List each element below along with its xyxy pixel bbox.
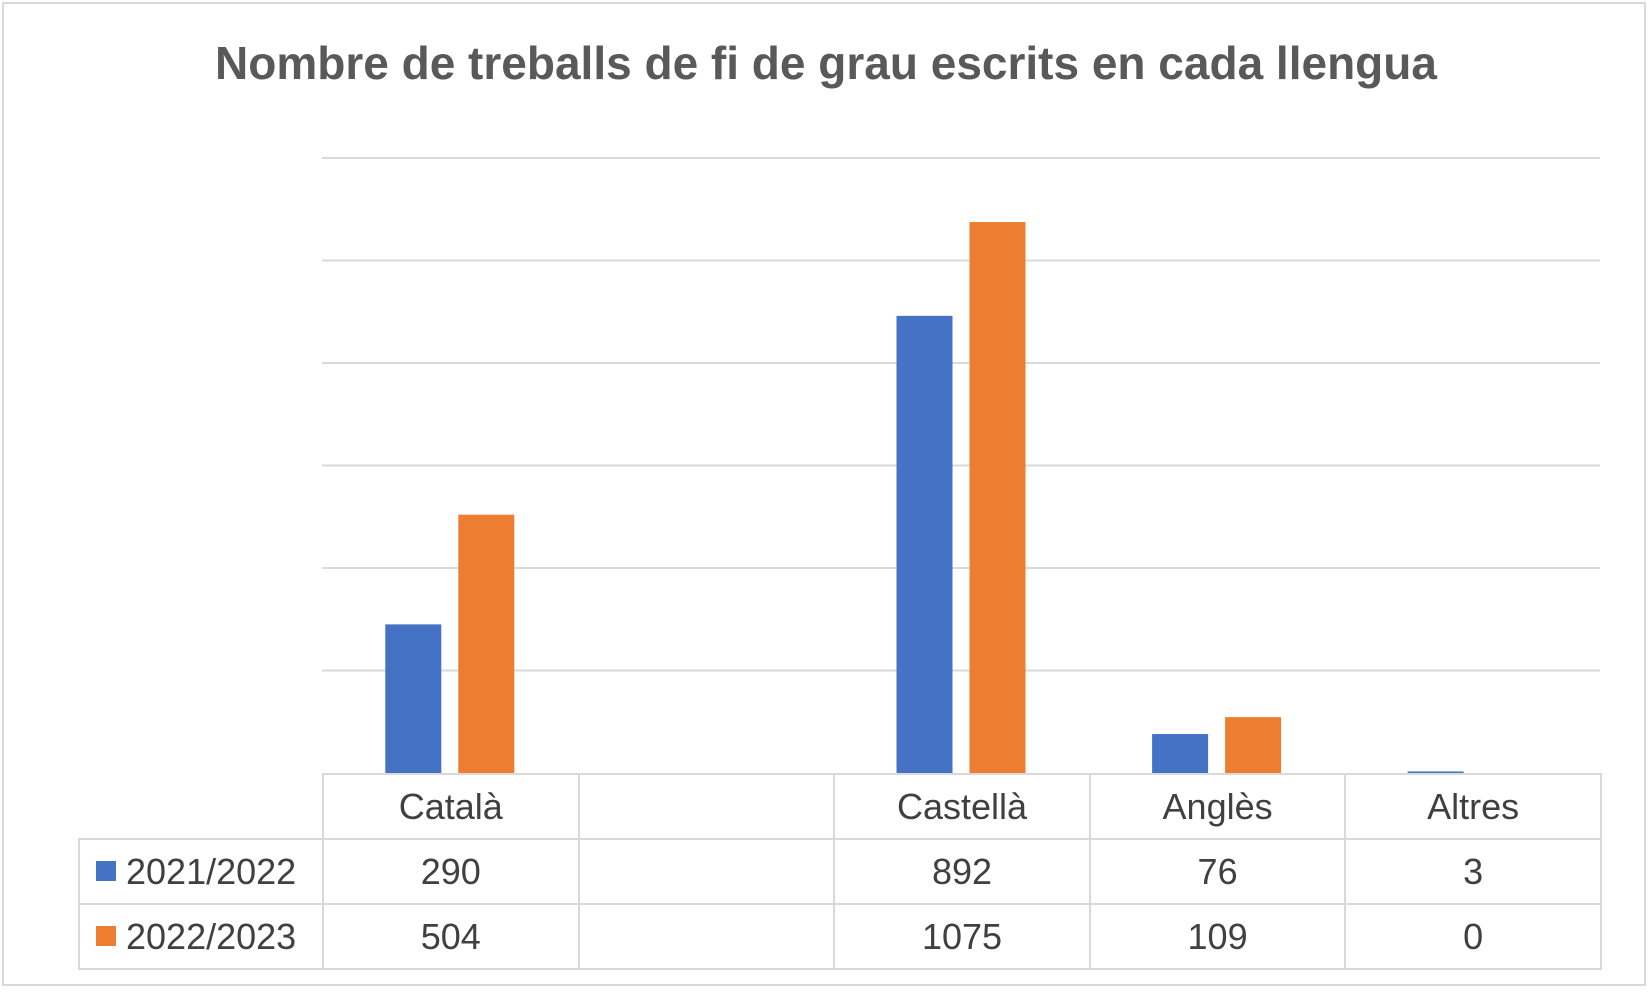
table-corner — [79, 774, 323, 839]
data-label — [577, 838, 836, 905]
bar — [969, 222, 1026, 773]
legend-swatch — [96, 860, 116, 881]
category-label: Anglès — [1088, 773, 1347, 840]
legend-entry: 2021/2022 — [78, 838, 324, 905]
bar — [1225, 717, 1282, 773]
data-label — [577, 903, 836, 970]
data-label: 290 — [322, 838, 580, 905]
bar — [896, 315, 953, 773]
legend-entry: 2022/2023 — [78, 903, 324, 970]
data-label: 3 — [1344, 838, 1602, 905]
data-label: 109 — [1088, 903, 1347, 970]
bar — [458, 514, 515, 773]
category-label: Castellà — [833, 773, 1091, 840]
series-row: 2021/2022 290 892 76 3 — [78, 838, 1602, 905]
chart-title: Nombre de treballs de fi de grau escrits… — [215, 37, 1437, 89]
category-label — [577, 773, 836, 840]
series-name: 2022/2023 — [126, 915, 297, 957]
data-table: Català Castellà Anglès Altres 2021/2022 … — [78, 773, 1602, 970]
series-name: 2021/2022 — [126, 850, 297, 892]
data-label: 892 — [833, 838, 1091, 905]
bar — [385, 624, 442, 773]
bar — [1152, 734, 1209, 773]
data-label: 0 — [1344, 903, 1602, 970]
data-label: 1075 — [833, 903, 1091, 970]
data-label: 504 — [322, 903, 580, 970]
category-label: Altres — [1344, 773, 1602, 840]
legend-swatch — [96, 925, 116, 946]
bar — [1407, 771, 1464, 773]
category-label: Català — [322, 773, 580, 840]
series-row: 2022/2023 504 1075 109 0 — [78, 903, 1602, 970]
category-header-row: Català Castellà Anglès Altres — [79, 773, 1602, 840]
data-label: 76 — [1088, 838, 1347, 905]
